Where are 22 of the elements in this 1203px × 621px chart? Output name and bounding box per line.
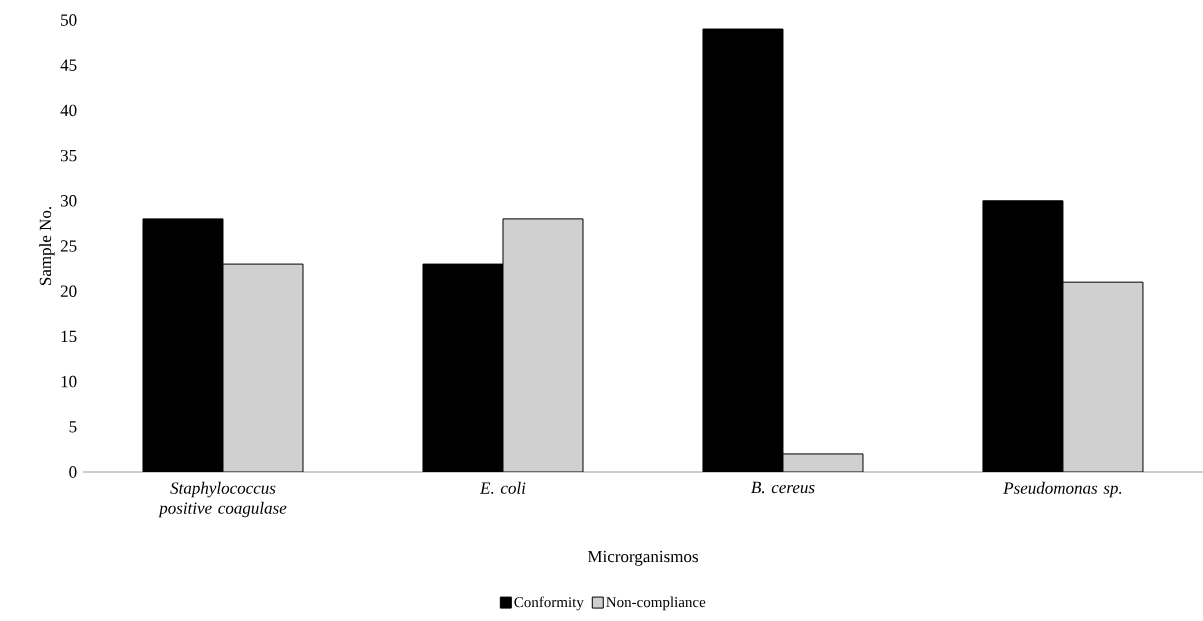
y-tick-label: 5 <box>69 421 77 433</box>
bar <box>502 218 584 472</box>
y-tick-label: 10 <box>61 375 77 388</box>
legend-label: Non-compliance <box>606 596 706 611</box>
bar <box>1062 281 1144 472</box>
y-tick-label: 20 <box>60 285 77 297</box>
legend-label: Conformity <box>514 596 584 611</box>
x-tick-label: B. cereus <box>751 481 815 494</box>
x-tick-label: Pseudomonas sp. <box>1003 481 1122 498</box>
y-tick-label: 50 <box>61 14 77 26</box>
x-axis-title: Microrganismos <box>587 550 698 566</box>
y-tick-label: 15 <box>61 330 77 343</box>
y-axis-title: Sample No. <box>39 206 55 285</box>
x-tick-label: E. coli <box>479 481 526 494</box>
y-tick-label: 30 <box>60 195 77 207</box>
x-tick-label: Staphylococcus positive coagulase <box>158 481 287 518</box>
y-tick-label: 25 <box>60 240 77 252</box>
y-tick-label: 35 <box>60 149 77 162</box>
y-tick-label: 45 <box>60 59 77 71</box>
y-tick-label: 40 <box>60 104 77 117</box>
y-tick-label: 0 <box>69 466 77 478</box>
bar <box>222 263 304 472</box>
